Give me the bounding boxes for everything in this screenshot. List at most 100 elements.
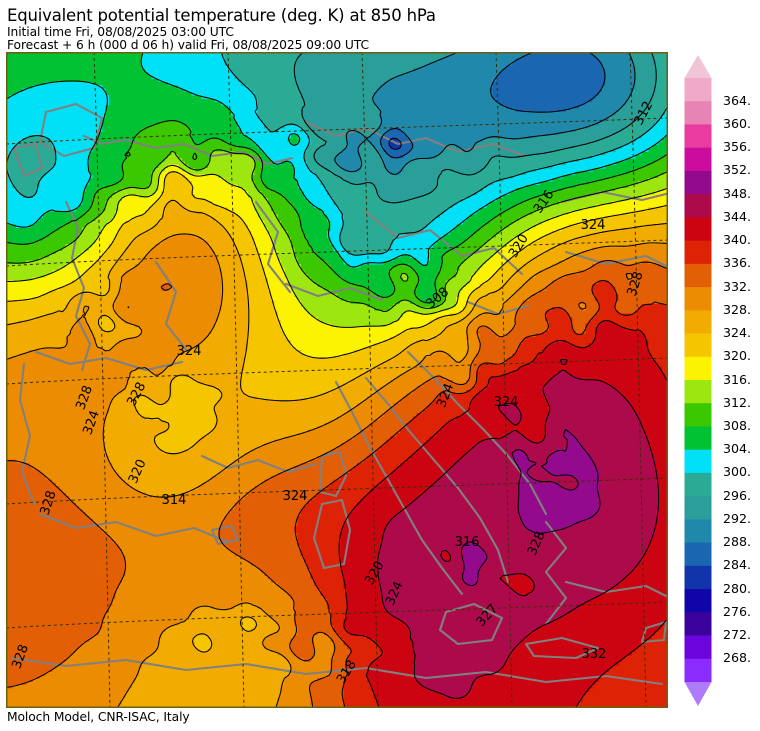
colorbar-arrow-bottom xyxy=(684,682,712,706)
colorbar-tick-label: 296. xyxy=(723,487,752,503)
field-band xyxy=(7,53,667,268)
graticule-line xyxy=(7,357,667,385)
field-band xyxy=(7,201,667,707)
coastline xyxy=(64,200,92,372)
field-band xyxy=(7,171,667,653)
graticule-line xyxy=(7,601,667,629)
page-title: Equivalent potential temperature (deg. K… xyxy=(7,6,436,25)
colorbar-tick-label: 320. xyxy=(723,348,752,364)
coastline xyxy=(38,102,104,158)
model-credit: Moloch Model, CNR-ISAC, Italy xyxy=(7,710,190,724)
colorbar-tick-label: 324. xyxy=(723,325,752,340)
coastline xyxy=(564,580,667,598)
graticule-line xyxy=(7,239,667,267)
coastline xyxy=(10,656,664,686)
contour-label: 328 xyxy=(38,489,60,517)
contour-label: 324 xyxy=(494,395,519,410)
colorbar-band xyxy=(684,472,712,497)
contour-label: 324 xyxy=(581,218,606,233)
coastline xyxy=(18,362,36,506)
field-band xyxy=(380,53,606,159)
colorbar-tick-label: 272. xyxy=(723,627,752,642)
contour-label: 324 xyxy=(177,344,202,359)
colorbar-tick-label: 336. xyxy=(723,255,752,271)
colorbar-band xyxy=(684,635,712,660)
colorbar-tick-label: 304. xyxy=(723,441,752,457)
colorbar-band xyxy=(684,449,712,474)
colorbar-band xyxy=(684,333,712,358)
contour-label: 324 xyxy=(283,489,308,504)
colorbar-tick-label: 340. xyxy=(723,232,752,248)
coastline xyxy=(334,380,464,596)
colorbar-band xyxy=(684,78,712,102)
colorbar: 364. 360. 356. 352. 348. 344. 340. 336. 332. 328.… xyxy=(676,52,760,710)
contour-label: 328 xyxy=(625,270,647,298)
colorbar-band xyxy=(684,589,712,613)
colorbar-band xyxy=(684,356,712,381)
field-band xyxy=(340,320,667,707)
colorbar-arrow-top xyxy=(684,55,712,78)
map-panel: 312 324 320 316 328 324 324 308 324 324 328 328 328 3… xyxy=(6,52,668,708)
colorbar-band xyxy=(684,519,712,544)
colorbar-tick-label: 344. xyxy=(723,208,752,224)
colorbar-band xyxy=(684,147,712,172)
colorbar-band xyxy=(684,496,712,520)
coastline xyxy=(438,602,504,646)
colorbar-band xyxy=(684,170,712,195)
colorbar-band xyxy=(684,565,712,590)
field-band xyxy=(7,53,667,305)
coastline xyxy=(524,636,600,660)
colorbar-swatches xyxy=(684,55,712,706)
coastline xyxy=(200,454,318,474)
graticule-line xyxy=(7,477,667,505)
coastline xyxy=(12,142,44,178)
initial-time-text: Initial time Fri, 08/08/2025 03:00 UTC xyxy=(7,25,234,39)
colorbar-band xyxy=(684,287,712,311)
contour-label: 314 xyxy=(162,493,187,508)
coastline xyxy=(406,350,548,516)
colorbar-band xyxy=(684,217,712,242)
coastline xyxy=(318,450,348,498)
contour-label: 316 xyxy=(455,535,480,550)
colorbar-tick-label: 300. xyxy=(723,464,752,480)
colorbar-band xyxy=(684,612,712,636)
colorbar-band xyxy=(684,426,712,451)
colorbar-band xyxy=(684,403,712,427)
colorbar-tick-label: 288. xyxy=(723,534,752,550)
coastline xyxy=(82,134,294,166)
field-band xyxy=(333,53,636,175)
coastline xyxy=(154,260,190,354)
field-band xyxy=(462,429,599,586)
graticule-line xyxy=(7,117,667,145)
coastline xyxy=(544,520,568,626)
colorbar-tick-label: 328. xyxy=(723,301,752,317)
colorbar-band xyxy=(684,194,712,218)
colorbar-tick-label: 284. xyxy=(723,557,752,573)
coastline xyxy=(640,620,667,644)
colorbar-tick-label: 332. xyxy=(723,278,752,294)
colorbar-tick-label: 280. xyxy=(723,580,752,596)
colorbar-band xyxy=(684,380,712,404)
coastline xyxy=(210,524,240,546)
colorbar-tick-label: 364. xyxy=(723,92,752,108)
colorbar-band xyxy=(684,658,712,683)
colorbar-tick-label: 312. xyxy=(723,394,752,410)
contour-label: 332 xyxy=(582,647,607,662)
colorbar-band xyxy=(684,542,712,567)
coastline xyxy=(38,512,230,544)
coastline xyxy=(312,498,352,570)
coastline xyxy=(304,120,528,158)
field-band xyxy=(7,234,667,707)
colorbar-band xyxy=(684,263,712,288)
colorbar-tick-label: 316. xyxy=(723,371,752,387)
contour-map: 3123243203163283243243083243243283283283… xyxy=(6,52,668,708)
colorbar-tick-label: 352. xyxy=(723,162,752,178)
colorbar-tick-label: 292. xyxy=(723,510,752,526)
colorbar-band xyxy=(684,310,712,334)
colorbar-band xyxy=(684,124,712,149)
coastline xyxy=(284,282,384,302)
field-band xyxy=(376,360,659,699)
colorbar-tick-label: 356. xyxy=(723,139,752,155)
coastline xyxy=(364,210,524,276)
